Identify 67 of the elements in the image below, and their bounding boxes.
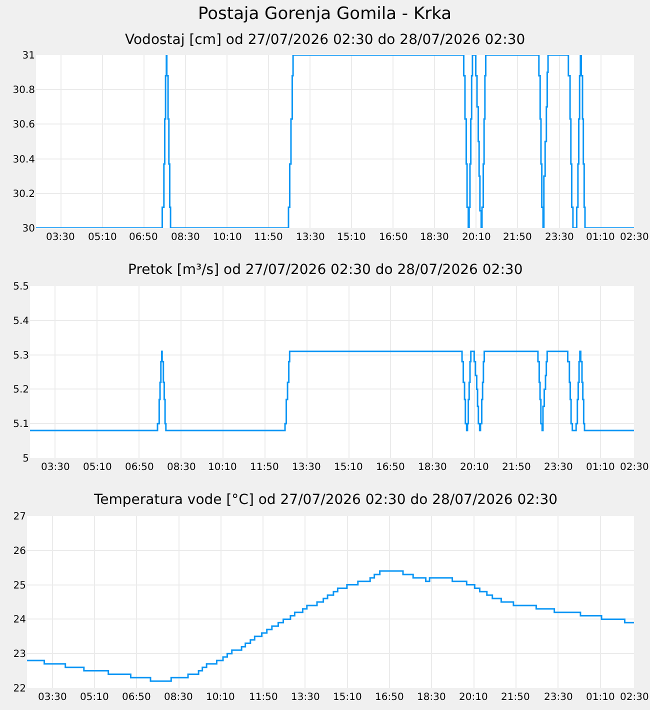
chart-title: Pretok [m³/s] od 27/07/2026 02:30 do 28/07/2026 02:30: [128, 262, 523, 278]
x-tick-label: 20:10: [459, 692, 488, 703]
x-tick-label: 02:30: [620, 692, 649, 703]
x-tick-label: 18:30: [417, 692, 446, 703]
y-tick-label: 30.6: [12, 120, 35, 131]
x-tick-label: 05:10: [88, 232, 117, 243]
y-tick-label: 30.2: [12, 188, 35, 200]
x-tick-label: 06:50: [129, 232, 158, 243]
x-tick-label: 02:30: [620, 462, 649, 473]
x-tick-label: 11:50: [249, 692, 278, 703]
x-tick-label: 20:10: [462, 232, 491, 243]
x-tick-label: 03:30: [46, 232, 75, 243]
x-tick-label: 10:10: [208, 462, 237, 473]
x-tick-label: 08:30: [171, 232, 200, 243]
x-tick-label: 15:10: [333, 692, 362, 703]
y-tick-label: 27: [13, 512, 26, 522]
x-tick-label: 06:50: [122, 692, 151, 703]
x-tick-label: 23:30: [544, 692, 573, 703]
chart-subtitle: Vodostaj [cm] od 27/07/2026 02:30 do 28/07/2026 02:30: [125, 32, 526, 48]
x-tick-label: 11:50: [254, 232, 283, 243]
x-tick-label: 02:30: [620, 232, 649, 243]
y-tick-label: 30.4: [12, 154, 35, 166]
y-tick-label: 5.4: [13, 316, 29, 327]
x-tick-label: 13:30: [291, 692, 320, 703]
x-tick-label: 05:10: [80, 692, 109, 703]
y-tick-label: 26: [13, 546, 26, 557]
y-tick-label: 23: [13, 649, 26, 660]
x-tick-label: 16:50: [379, 232, 408, 243]
x-tick-label: 11:50: [250, 462, 279, 473]
y-tick-label: 25: [13, 580, 26, 592]
y-tick-label: 22: [13, 684, 26, 694]
y-tick-label: 5.1: [13, 419, 29, 430]
x-tick-label: 08:30: [167, 462, 196, 473]
y-tick-label: 24: [13, 614, 26, 626]
x-tick-label: 23:30: [545, 232, 574, 243]
y-tick-label: 5.5: [13, 282, 29, 292]
x-tick-label: 01:10: [586, 232, 615, 243]
y-tick-label: 5: [22, 454, 29, 464]
x-tick-label: 08:30: [164, 692, 193, 703]
x-tick-label: 03:30: [38, 692, 67, 703]
x-tick-label: 15:10: [334, 462, 363, 473]
chart-title: Temperatura vode [°C] od 27/07/2026 02:30 do 28/07/2026 02:30: [93, 492, 558, 508]
x-tick-label: 21:50: [501, 692, 530, 703]
x-tick-label: 13:30: [292, 462, 321, 473]
y-tick-label: 30: [22, 224, 35, 234]
y-tick-label: 31: [22, 50, 35, 62]
x-tick-label: 21:50: [502, 462, 531, 473]
y-tick-label: 5.3: [13, 350, 29, 362]
y-tick-label: 5.2: [13, 384, 29, 396]
x-tick-label: 10:10: [206, 692, 235, 703]
x-tick-label: 18:30: [418, 462, 447, 473]
chart-title: Postaja Gorenja Gomila - Krka: [198, 4, 452, 24]
x-tick-label: 06:50: [125, 462, 154, 473]
x-tick-label: 20:10: [460, 462, 489, 473]
x-tick-label: 01:10: [586, 692, 615, 703]
y-tick-label: 30.8: [12, 85, 35, 96]
x-tick-label: 15:10: [337, 232, 366, 243]
x-tick-label: 16:50: [375, 692, 404, 703]
x-tick-label: 21:50: [503, 232, 532, 243]
x-tick-label: 05:10: [83, 462, 112, 473]
x-tick-label: 01:10: [586, 462, 615, 473]
x-tick-label: 23:30: [544, 462, 573, 473]
x-tick-label: 16:50: [376, 462, 405, 473]
x-tick-label: 18:30: [420, 232, 449, 243]
x-tick-label: 10:10: [213, 232, 242, 243]
x-tick-label: 13:30: [296, 232, 325, 243]
x-tick-label: 03:30: [41, 462, 70, 473]
